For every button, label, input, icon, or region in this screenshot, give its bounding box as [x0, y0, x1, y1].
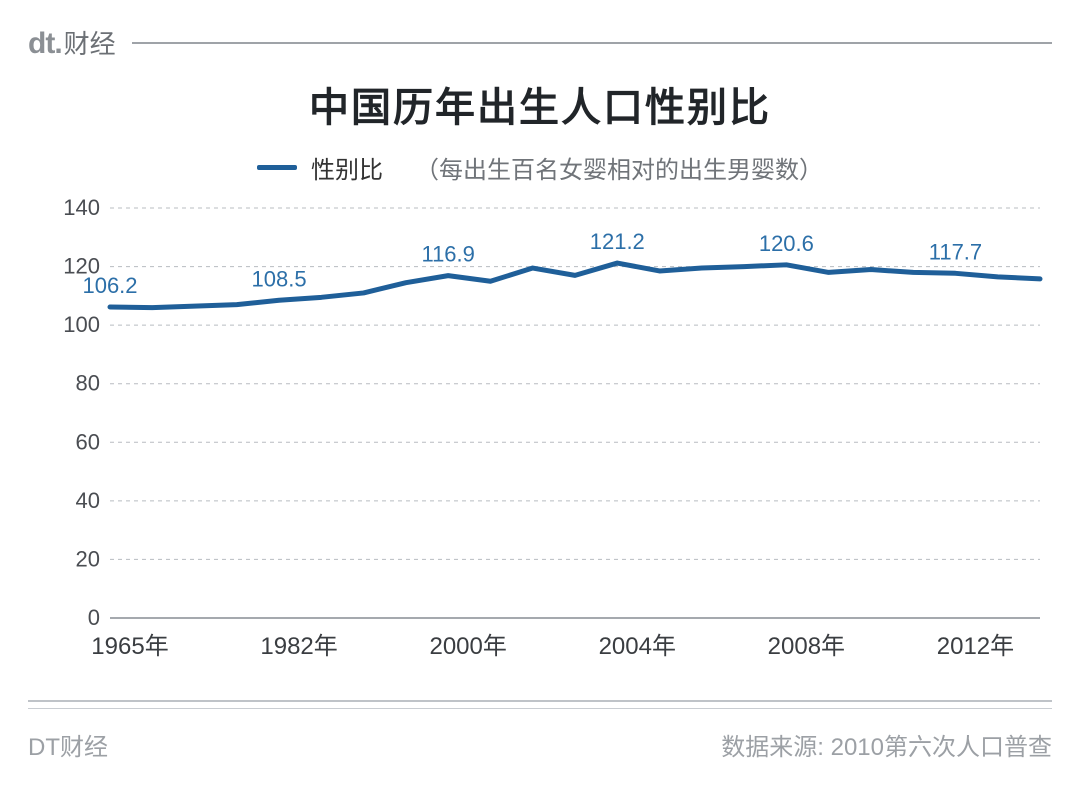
header: dt. 财经	[28, 24, 1052, 61]
svg-text:2012年: 2012年	[937, 633, 1014, 660]
footer-left: DT财经	[28, 727, 108, 762]
svg-text:120.6: 120.6	[759, 231, 814, 256]
legend-series-label: 性别比	[311, 150, 383, 185]
brand-text: 财经	[64, 24, 116, 61]
svg-text:108.5: 108.5	[252, 266, 307, 291]
brand-mark: dt.	[28, 27, 62, 61]
header-rule	[132, 42, 1052, 44]
brand-logo: dt. 财经	[28, 24, 116, 61]
footer-row: DT财经 数据来源: 2010第六次人口普查	[28, 727, 1052, 762]
svg-text:117.7: 117.7	[929, 239, 982, 264]
svg-text:80: 80	[76, 371, 100, 396]
footer-right: 数据来源: 2010第六次人口普查	[721, 727, 1052, 762]
svg-text:2004年: 2004年	[599, 633, 676, 660]
svg-text:121.2: 121.2	[590, 229, 645, 254]
footer-rule-top	[28, 700, 1052, 702]
svg-text:140: 140	[63, 198, 100, 220]
svg-text:100: 100	[63, 312, 100, 337]
svg-text:20: 20	[76, 546, 100, 571]
svg-text:116.9: 116.9	[421, 242, 474, 267]
footer: DT财经 数据来源: 2010第六次人口普查	[28, 700, 1052, 762]
svg-text:1982年: 1982年	[260, 633, 337, 660]
svg-text:40: 40	[76, 488, 100, 513]
svg-text:0: 0	[88, 605, 100, 630]
legend-swatch	[257, 165, 297, 170]
chart: 020406080100120140106.2108.5116.9121.212…	[40, 198, 1050, 668]
svg-text:2008年: 2008年	[768, 633, 845, 660]
legend: 性别比 （每出生百名女婴相对的出生男婴数）	[0, 150, 1080, 185]
svg-text:106.2: 106.2	[82, 273, 137, 298]
chart-svg: 020406080100120140106.2108.5116.9121.212…	[40, 198, 1050, 668]
svg-text:2000年: 2000年	[429, 633, 506, 660]
chart-title: 中国历年出生人口性别比	[0, 75, 1080, 133]
svg-text:1965年: 1965年	[91, 633, 168, 660]
svg-text:60: 60	[76, 429, 100, 454]
legend-note: （每出生百名女婴相对的出生男婴数）	[415, 150, 823, 185]
footer-rule-mid	[28, 708, 1052, 709]
